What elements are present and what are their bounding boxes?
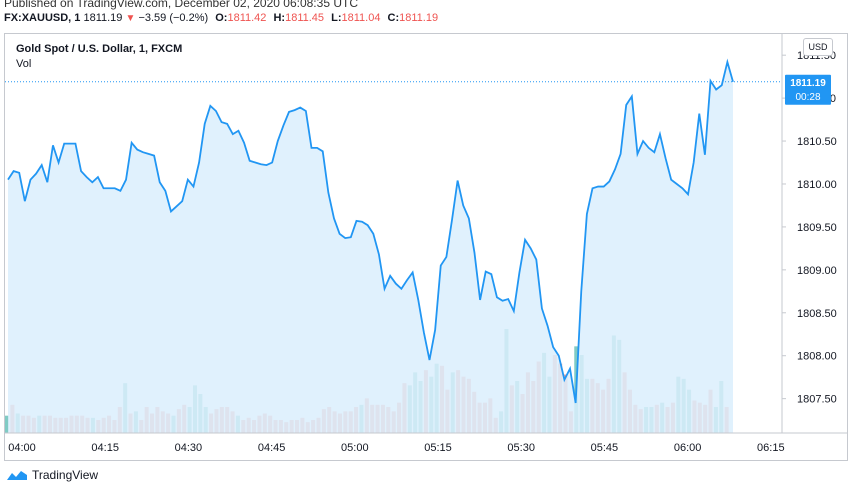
volume-bar xyxy=(5,415,10,433)
x-tick-label: 05:45 xyxy=(591,442,619,454)
symbol-label: FX:XAUUSD, 1 xyxy=(4,12,81,24)
price-tag-countdown: 00:28 xyxy=(795,92,820,103)
x-tick-label: 06:15 xyxy=(757,442,785,454)
y-tick-label: 1810.00 xyxy=(797,179,837,191)
price-area-fill xyxy=(8,62,733,433)
published-line: Published on TradingView.com, December 0… xyxy=(4,0,358,10)
close-label: C: xyxy=(387,12,400,24)
price-tag: 1811.19 00:28 xyxy=(785,74,831,105)
x-tick-label: 04:30 xyxy=(175,442,203,454)
y-tick-label: 1807.50 xyxy=(797,394,837,406)
chart-frame xyxy=(4,33,848,461)
footer-brand-label: TradingView xyxy=(32,468,99,482)
y-tick-label: 1810.50 xyxy=(797,136,837,148)
x-tick-label: 04:15 xyxy=(91,442,119,454)
chart-title: Gold Spot / U.S. Dollar, 1, FXCM xyxy=(16,43,183,55)
last-price: 1811.19 xyxy=(83,12,123,24)
x-tick-label: 04:00 xyxy=(8,442,36,454)
y-tick-label: 1809.00 xyxy=(797,265,837,277)
volume-label: Vol xyxy=(16,58,32,70)
price-tag-value: 1811.19 xyxy=(790,78,826,89)
price-line[interactable] xyxy=(7,58,734,404)
high-value: 1811.45 xyxy=(285,12,325,24)
y-tick-label: 1808.00 xyxy=(797,351,837,363)
x-tick-label: 05:30 xyxy=(507,442,535,454)
y-tick-label: 1809.50 xyxy=(797,222,837,234)
x-axis-ticks: 04:00 04:15 04:30 04:45 05:00 05:15 05:30 05:45… xyxy=(8,442,784,454)
open-label: O: xyxy=(215,12,228,24)
high-label: H: xyxy=(273,12,286,24)
open-value: 1811.42 xyxy=(227,12,267,24)
x-tick-label: 04:45 xyxy=(258,442,286,454)
down-triangle-icon: ▼ xyxy=(125,13,136,24)
symbol-ohlc-line: FX:XAUUSD, 1 1811.19 ▼ −3.59 (−0.2%) O:1… xyxy=(4,12,438,24)
close-value: 1811.19 xyxy=(399,12,439,24)
low-label: L: xyxy=(331,12,342,24)
footer-brand[interactable]: TradingView xyxy=(6,468,98,482)
x-tick-label: 05:00 xyxy=(341,442,369,454)
change-value: −3.59 (−0.2%) xyxy=(138,12,209,24)
currency-button[interactable]: USD xyxy=(803,38,833,56)
y-tick-label: 1808.50 xyxy=(797,308,837,320)
tradingview-logo-icon xyxy=(7,471,27,480)
x-tick-label: 05:15 xyxy=(424,442,452,454)
x-tick-label: 06:00 xyxy=(674,442,702,454)
low-value: 1811.04 xyxy=(341,12,381,24)
